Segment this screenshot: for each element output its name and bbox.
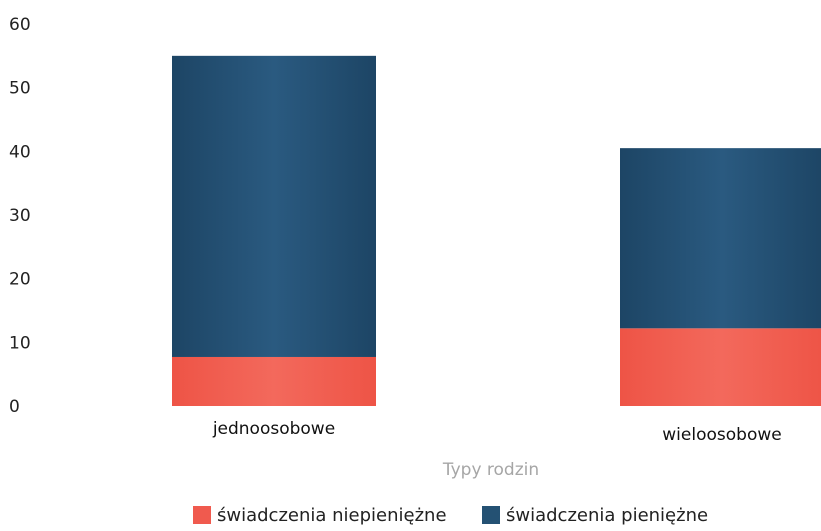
y-tick-label: 10 bbox=[9, 333, 31, 353]
y-tick-label: 50 bbox=[9, 79, 31, 99]
bar-pieniezne-jednoosobowe bbox=[172, 55, 376, 357]
category-label: wieloosobowe bbox=[662, 425, 781, 445]
y-tick-label: 0 bbox=[9, 397, 20, 417]
legend-swatch bbox=[193, 506, 211, 524]
y-axis: 0 10 20 30 40 50 60 bbox=[9, 15, 31, 417]
bars bbox=[172, 55, 821, 406]
y-tick-label: 20 bbox=[9, 270, 31, 290]
category-label: jednoosobowe bbox=[212, 419, 335, 439]
bar-niepieniezne-jednoosobowe bbox=[172, 356, 376, 406]
x-axis: jednoosobowe wieloosobowe bbox=[212, 419, 782, 445]
legend: świadczenia niepieniężne świadczenia pien… bbox=[193, 505, 708, 526]
legend-label: świadczenia niepieniężne bbox=[217, 505, 447, 526]
y-tick-label: 60 bbox=[9, 15, 31, 35]
legend-label: świadczenia pieniężne bbox=[506, 505, 708, 526]
y-tick-label: 40 bbox=[9, 142, 31, 162]
bar-niepieniezne-wieloosobowe bbox=[620, 328, 821, 406]
bar-pieniezne-wieloosobowe bbox=[620, 148, 821, 329]
x-axis-title: Typy rodzin bbox=[442, 460, 539, 480]
y-tick-label: 30 bbox=[9, 206, 31, 226]
legend-swatch bbox=[482, 506, 500, 524]
